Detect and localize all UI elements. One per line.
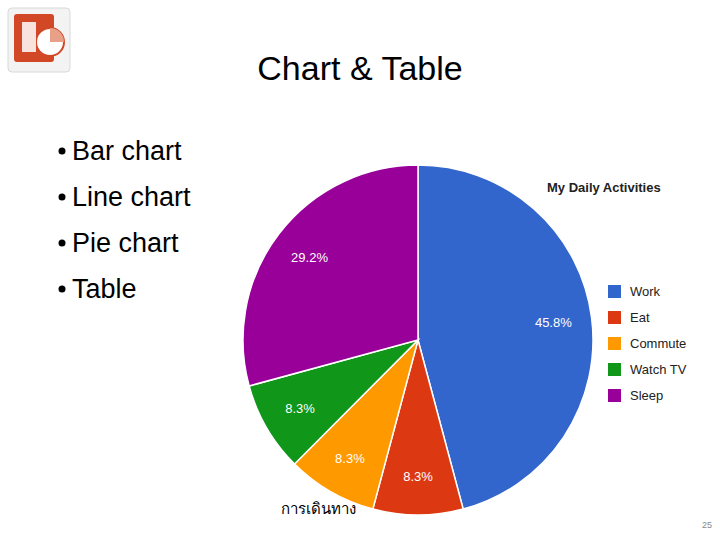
- bullet-dot: [59, 286, 66, 293]
- bullet-dot: [59, 240, 66, 247]
- data-labels: 45.8% 8.3% 8.3% 8.3% 29.2%: [285, 250, 572, 484]
- legend: Work Eat Commute Watch TV Sleep: [608, 284, 687, 403]
- legend-label: Watch TV: [630, 362, 687, 377]
- bullet-text: Pie chart: [72, 228, 179, 258]
- slide-title: Chart & Table: [257, 49, 462, 87]
- pie-slice: [243, 165, 418, 386]
- annotation: การเดินทาง: [281, 500, 356, 518]
- app-icon: [8, 8, 70, 72]
- data-label: 45.8%: [535, 315, 572, 330]
- icon-frame: [8, 8, 70, 72]
- bullet-text: Line chart: [72, 182, 191, 212]
- bullet-dot: [59, 148, 66, 155]
- data-label: 29.2%: [291, 250, 328, 265]
- legend-label: Eat: [630, 310, 650, 325]
- pie: [243, 165, 593, 515]
- chart-title: My Daily Activities: [547, 180, 661, 195]
- bullet-list: Bar chart Line chart Pie chart Table: [59, 136, 192, 304]
- background: [0, 0, 720, 540]
- legend-label: Commute: [630, 336, 686, 351]
- legend-swatch: [608, 337, 621, 350]
- legend-label: Work: [630, 284, 661, 299]
- icon-disc: [36, 28, 64, 56]
- legend-swatch: [608, 285, 621, 298]
- legend-swatch: [608, 389, 621, 402]
- legend-label: Sleep: [630, 388, 663, 403]
- bullet-text: Bar chart: [72, 136, 182, 166]
- legend-swatch: [608, 363, 621, 376]
- data-label: 8.3%: [403, 469, 433, 484]
- page-number: 25: [702, 520, 712, 530]
- legend-swatch: [608, 311, 621, 324]
- icon-wedge: [50, 28, 64, 42]
- icon-glyph: [22, 22, 36, 52]
- bullet-text: Table: [72, 274, 137, 304]
- data-label: 8.3%: [285, 401, 315, 416]
- bullet-dot: [59, 194, 66, 201]
- slide: Chart & Table Bar chart Line chart Pie char…: [0, 0, 720, 540]
- data-label: 8.3%: [335, 451, 365, 466]
